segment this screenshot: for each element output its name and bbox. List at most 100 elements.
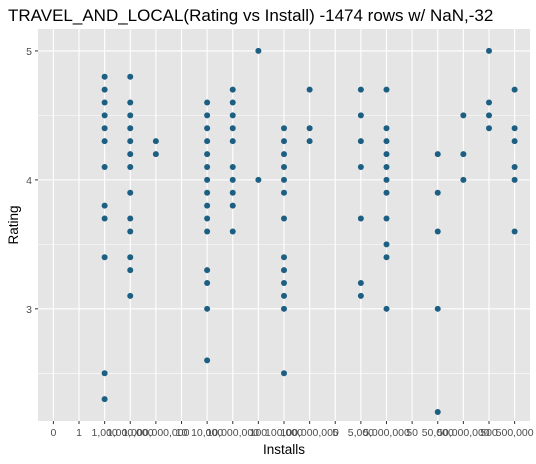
data-point: [460, 176, 467, 183]
x-tick-label: 1,000,000: [107, 427, 154, 439]
data-point: [101, 112, 108, 119]
data-point: [357, 112, 364, 119]
data-point: [204, 280, 211, 287]
data-point: [127, 228, 134, 235]
data-point: [511, 176, 518, 183]
data-point: [229, 86, 236, 93]
data-point: [101, 86, 108, 93]
data-point: [357, 86, 364, 93]
x-tick-label: 5,000,000: [363, 427, 410, 439]
x-tick-label: 50: [406, 427, 418, 439]
data-point: [229, 176, 236, 183]
data-point: [281, 305, 287, 312]
data-point: [281, 151, 287, 158]
data-point: [101, 99, 108, 106]
data-point: [101, 202, 108, 209]
data-point: [383, 138, 390, 145]
x-tick-label: 100,000: [265, 427, 303, 439]
data-point: [127, 254, 134, 261]
data-point: [281, 163, 287, 170]
data-point: [306, 86, 313, 93]
data-point: [204, 151, 211, 158]
data-point: [357, 163, 364, 170]
data-point: [204, 176, 211, 183]
data-point: [434, 151, 441, 158]
data-point: [511, 125, 518, 132]
data-point: [127, 267, 134, 274]
data-point: [229, 202, 236, 209]
y-axis: 3 4 5: [26, 46, 38, 316]
data-point: [281, 370, 287, 377]
data-point: [511, 86, 518, 93]
data-point: [486, 99, 492, 106]
data-point: [486, 47, 492, 54]
data-point: [434, 189, 441, 196]
data-point: [127, 215, 134, 222]
data-point: [511, 228, 518, 235]
data-point: [204, 112, 211, 119]
data-point: [101, 396, 108, 403]
data-point: [357, 280, 364, 287]
data-point: [383, 86, 390, 93]
x-axis-title: Installs: [263, 442, 305, 457]
data-point: [204, 228, 211, 235]
data-point: [101, 73, 108, 80]
data-point: [460, 151, 467, 158]
data-point: [204, 99, 211, 106]
data-point: [127, 99, 134, 106]
data-point: [281, 254, 287, 261]
x-tick-label: 1,000: [91, 427, 117, 439]
data-point: [101, 138, 108, 145]
data-point: [281, 215, 287, 222]
x-tick-label: 50,000,000: [437, 427, 490, 439]
data-point: [281, 125, 287, 132]
data-point: [229, 228, 236, 235]
data-point: [486, 112, 492, 119]
data-point: [229, 189, 236, 196]
data-point: [383, 163, 390, 170]
data-point: [383, 215, 390, 222]
data-point: [229, 138, 236, 145]
data-point: [204, 125, 211, 132]
data-point: [383, 125, 390, 132]
data-point: [255, 47, 262, 54]
data-point: [204, 305, 211, 312]
data-point: [101, 215, 108, 222]
data-point: [281, 138, 287, 145]
x-tick-label: 50,000: [422, 427, 454, 439]
major-gridlines: [38, 29, 530, 421]
x-tick-label: 1: [76, 427, 82, 439]
data-point: [229, 99, 236, 106]
x-tick-label: 10: [176, 427, 188, 439]
data-point: [204, 202, 211, 209]
y-tick-label: 5: [26, 46, 32, 58]
data-point: [357, 215, 364, 222]
data-point: [152, 138, 159, 145]
data-point: [204, 138, 211, 145]
data-point: [434, 228, 441, 235]
data-point: [511, 163, 518, 170]
data-point: [127, 151, 134, 158]
data-point: [511, 138, 518, 145]
data-point: [281, 292, 287, 299]
data-point: [281, 267, 287, 274]
data-point: [127, 125, 134, 132]
data-point: [486, 125, 492, 132]
data-point: [383, 176, 390, 183]
x-tick-label: 5: [332, 427, 338, 439]
data-point: [127, 163, 134, 170]
y-tick-label: 3: [26, 304, 32, 316]
y-tick-label: 4: [26, 175, 32, 187]
data-point: [306, 125, 313, 132]
data-point: [204, 163, 211, 170]
data-point: [152, 151, 159, 158]
data-point: [127, 112, 134, 119]
data-point: [127, 73, 134, 80]
x-tick-label: 500: [480, 427, 498, 439]
data-point: [255, 176, 262, 183]
x-tick-label: 100,000,000: [280, 427, 339, 439]
x-tick-label: 100: [250, 427, 268, 439]
data-point: [460, 112, 467, 119]
x-tick-label: 5,000: [348, 427, 374, 439]
